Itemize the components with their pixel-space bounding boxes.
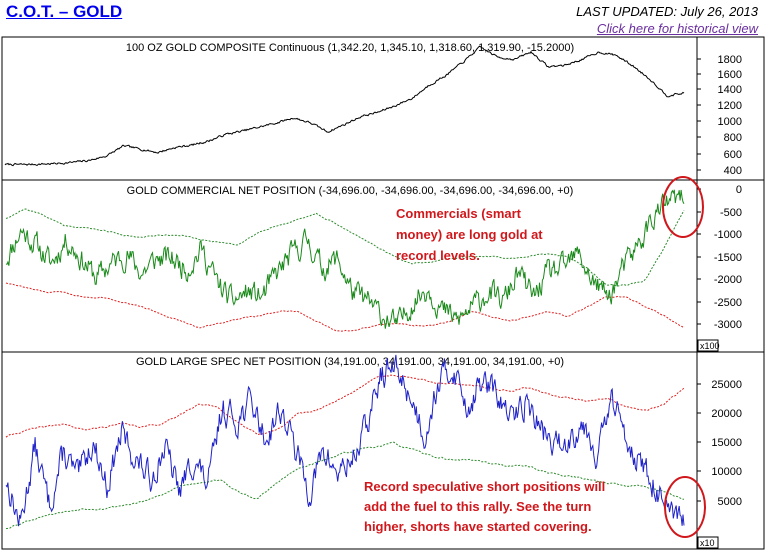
y-tick-label: -1500	[714, 252, 742, 264]
commercial-lower-band	[5, 282, 685, 332]
y-tick-label: 1000	[718, 116, 742, 128]
multiplier-label: x100	[700, 341, 720, 351]
page-title[interactable]: C.O.T. – GOLD	[6, 2, 123, 21]
last-updated-label: LAST UPDATED: July 26, 2013	[576, 4, 758, 19]
y-tick-label: 5000	[718, 496, 742, 508]
y-tick-label: 1600	[718, 69, 742, 81]
y-tick-label: 20000	[711, 408, 742, 420]
chart-frame	[1, 36, 765, 550]
multiplier-box	[697, 536, 719, 549]
panel-title-2: GOLD COMMERCIAL NET POSITION (-34,696.00…	[127, 185, 574, 197]
y-tick-label: -2000	[714, 274, 742, 286]
y-tick-label: 15000	[711, 437, 742, 449]
spec-annotation-line: higher, shorts have started covering.	[364, 519, 592, 534]
spec-net-series	[5, 354, 685, 527]
y-tick-label: 600	[724, 149, 742, 161]
y-tick-label: 1200	[718, 100, 742, 112]
y-tick-label: 25000	[711, 379, 742, 391]
y-tick-label: 1800	[718, 54, 742, 66]
commercial-annotation-line: money) are long gold at	[396, 227, 543, 242]
gold-price-series	[4, 45, 685, 167]
y-tick-label: 10000	[711, 466, 742, 478]
panel-title-1: 100 OZ GOLD COMPOSITE Continuous (1,342.…	[126, 42, 574, 54]
multiplier-box	[697, 339, 719, 352]
y-tick-label: 800	[724, 132, 742, 144]
y-tick-label: 1400	[718, 84, 742, 96]
y-tick-label: -500	[720, 207, 742, 219]
y-tick-label: -2500	[714, 297, 742, 309]
commercial-net-series	[5, 189, 685, 329]
panel-title-3: GOLD LARGE SPEC NET POSITION (34,191.00,…	[136, 356, 564, 368]
spec-lower-band	[5, 441, 685, 530]
y-tick-label: -1000	[714, 229, 742, 241]
historical-view-link[interactable]: Click here for historical view	[596, 21, 758, 36]
spec-annotation-line: add the fuel to this rally. See the turn	[364, 499, 591, 514]
commercial-annotation-line: Commercials (smart	[396, 206, 522, 221]
y-tick-label: 0	[736, 184, 742, 196]
spec-highlight-ellipse	[664, 476, 706, 538]
commercial-annotation-line: record levels.	[396, 248, 480, 263]
spec-upper-band	[5, 374, 685, 438]
spec-annotation-line: Record speculative short positions will	[364, 479, 605, 494]
multiplier-label: x10	[700, 538, 715, 548]
y-tick-label: -3000	[714, 319, 742, 331]
y-tick-label: 400	[724, 165, 742, 177]
commercial-highlight-ellipse	[662, 176, 704, 238]
commercial-upper-band	[5, 208, 685, 287]
